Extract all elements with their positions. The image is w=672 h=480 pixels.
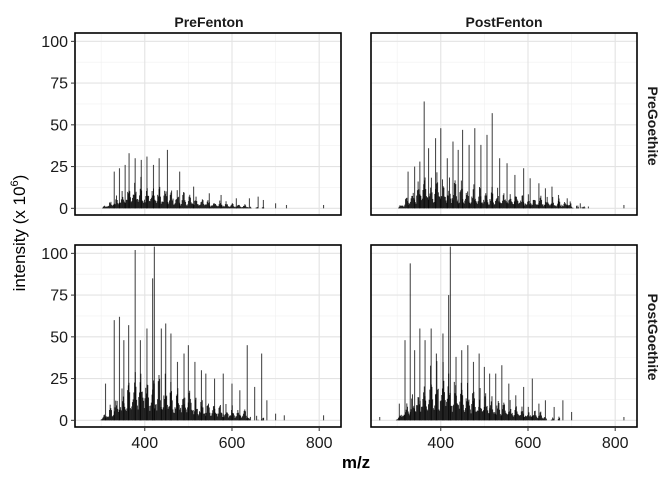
y-tick-label: 75	[50, 76, 68, 93]
y-tick-label: 50	[50, 117, 68, 134]
x-tick-label: 800	[602, 435, 629, 452]
panel-border	[370, 32, 638, 216]
x-tick-label: 800	[306, 435, 333, 452]
y-tick-label: 75	[50, 288, 68, 305]
panel-background	[371, 245, 637, 427]
x-tick-label: 600	[515, 435, 542, 452]
panel-background	[371, 33, 637, 215]
y-axis-tick-labels: 0 25 50 75 100 0 25 50 75 100	[41, 34, 68, 430]
x-tick-label: 600	[219, 435, 246, 452]
y-tick-label: 100	[41, 246, 68, 263]
x-tick-label: 400	[131, 435, 158, 452]
panel-postfenton-postgoethite	[370, 244, 638, 431]
facet-row-label-postgoethite: PostGoethite	[645, 293, 661, 380]
y-tick-label: 25	[50, 371, 68, 388]
x-axis-title: m/z	[342, 453, 370, 472]
y-axis-title-close: )	[10, 175, 29, 181]
panel-border	[370, 244, 638, 428]
y-tick-label: 50	[50, 329, 68, 346]
y-tick-label: 100	[41, 34, 68, 51]
panel-border	[74, 32, 342, 216]
x-axis-tick-labels: 400 600 800 400 600 800	[131, 435, 628, 452]
y-axis-title: intensity (x 106)	[9, 175, 29, 292]
y-tick-label: 0	[59, 201, 68, 218]
y-axis-title-exponent: 6	[9, 180, 21, 186]
facet-column-label-postfenton: PostFenton	[466, 14, 543, 30]
x-tick-label: 400	[427, 435, 454, 452]
panel-prefenton-postgoethite	[71, 244, 342, 431]
y-axis-title-main: intensity (x 10	[10, 186, 29, 291]
panel-postfenton-pregoethite	[370, 32, 638, 216]
panel-prefenton-pregoethite	[71, 32, 342, 216]
panel-border	[74, 244, 342, 428]
y-tick-label: 25	[50, 159, 68, 176]
facet-row-label-pregoethite: PreGoethite	[645, 86, 661, 166]
y-tick-label: 0	[59, 413, 68, 430]
facet-column-label-prefenton: PreFenton	[174, 14, 243, 30]
